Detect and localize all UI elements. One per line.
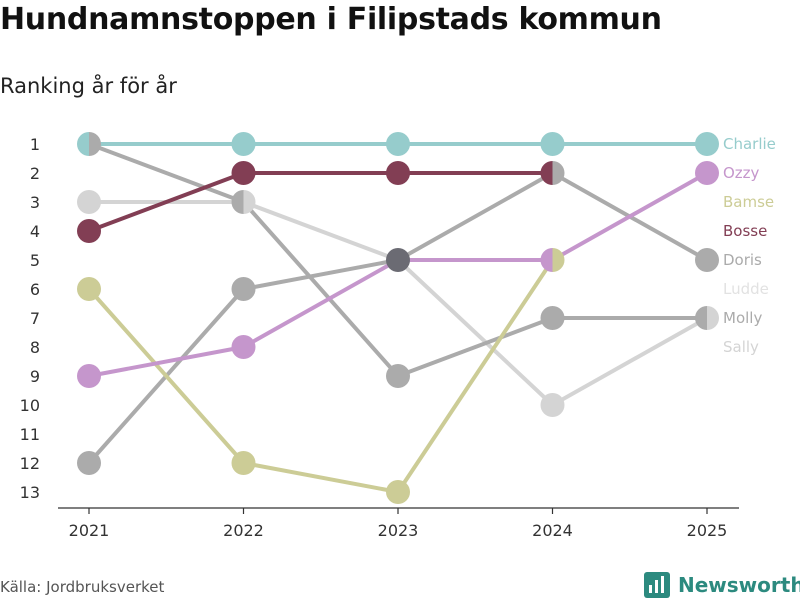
data-point xyxy=(77,219,101,243)
data-point xyxy=(540,393,565,417)
y-tick-label: 1 xyxy=(30,135,40,154)
series-label-bosse: Bosse xyxy=(723,222,767,240)
data-point xyxy=(231,190,244,214)
data-point xyxy=(231,277,256,301)
data-point xyxy=(231,132,256,156)
series-line-bosse xyxy=(87,171,555,233)
source-note: Källa: Jordbruksverket xyxy=(0,578,165,596)
data-point xyxy=(552,248,565,272)
data-point xyxy=(707,306,719,330)
data-point xyxy=(77,277,101,301)
data-point-tie xyxy=(386,248,410,272)
x-tick-label: 2025 xyxy=(687,521,728,540)
data-point xyxy=(231,335,256,359)
data-point xyxy=(540,161,553,185)
y-tick-label: 11 xyxy=(20,425,40,444)
data-point xyxy=(77,190,101,214)
y-tick-label: 6 xyxy=(30,280,40,299)
series-label-bamse: Bamse xyxy=(723,193,774,211)
series-label-molly: Molly xyxy=(723,309,762,327)
data-point xyxy=(540,248,553,272)
data-point xyxy=(386,364,410,388)
y-tick-label: 5 xyxy=(30,251,40,270)
brand-name: Newsworthy xyxy=(678,573,800,597)
data-point xyxy=(695,306,707,330)
series-label-ozzy: Ozzy xyxy=(723,164,760,182)
data-point xyxy=(386,480,410,504)
data-point xyxy=(77,132,89,156)
series-label-doris: Doris xyxy=(723,251,762,269)
y-tick-label: 12 xyxy=(20,454,40,473)
chart-subtitle: Ranking år för år xyxy=(0,74,177,98)
y-tick-label: 9 xyxy=(30,367,40,386)
y-tick-label: 8 xyxy=(30,338,40,357)
y-tick-label: 10 xyxy=(20,396,40,415)
data-point xyxy=(231,451,256,475)
series-line-bamse xyxy=(87,258,555,494)
data-point xyxy=(386,132,410,156)
data-point xyxy=(231,161,256,185)
data-point xyxy=(695,161,719,185)
y-tick-label: 2 xyxy=(30,164,40,183)
series-label-sally: Sally xyxy=(723,338,759,356)
data-point xyxy=(540,306,565,330)
chart-title: Hundnamnstoppen i Filipstads kommun xyxy=(0,2,662,37)
data-point xyxy=(695,132,719,156)
y-tick-label: 3 xyxy=(30,193,40,212)
data-point xyxy=(695,248,719,272)
data-point xyxy=(77,364,101,388)
data-point xyxy=(77,451,101,475)
brand-logo: Newsworthy xyxy=(644,570,800,600)
data-point xyxy=(89,132,101,156)
newsworthy-logo-icon xyxy=(644,572,670,598)
y-tick-label: 7 xyxy=(30,309,40,328)
series-label-charlie: Charlie xyxy=(723,135,776,153)
data-point xyxy=(243,190,256,214)
x-tick-label: 2022 xyxy=(223,521,264,540)
x-tick-label: 2021 xyxy=(69,521,110,540)
x-tick-label: 2023 xyxy=(378,521,419,540)
series-label-ludde: Ludde xyxy=(723,280,769,298)
y-tick-label: 4 xyxy=(30,222,40,241)
y-tick-label: 13 xyxy=(20,483,40,502)
data-point xyxy=(552,161,565,185)
x-tick-label: 2024 xyxy=(532,521,573,540)
data-point xyxy=(540,132,565,156)
data-point xyxy=(386,161,410,185)
